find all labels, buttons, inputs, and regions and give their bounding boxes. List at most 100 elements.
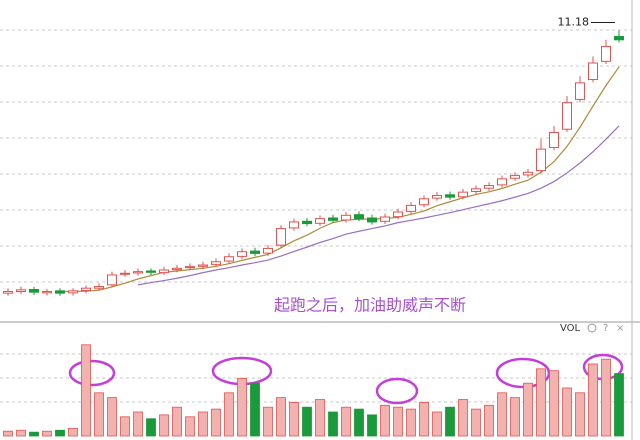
candle-body — [237, 251, 247, 257]
volume-bar — [81, 344, 91, 437]
volume-bar — [315, 399, 325, 437]
candle-body — [29, 289, 39, 293]
volume-bar — [471, 408, 481, 437]
candle-body — [445, 194, 455, 198]
volume-bar — [367, 414, 377, 437]
candle-body — [146, 270, 156, 273]
candle-body — [549, 132, 559, 148]
volume-bar — [94, 392, 104, 437]
volume-bar — [562, 387, 572, 437]
candle-body — [354, 214, 364, 220]
candle-body — [536, 148, 546, 172]
candle-body — [614, 35, 624, 41]
volume-bar — [406, 408, 416, 437]
candle-body — [302, 220, 312, 225]
volume-bar — [523, 382, 533, 437]
close-icon[interactable]: × — [616, 323, 624, 334]
candle-body — [3, 291, 13, 294]
candle-body — [107, 274, 117, 286]
candle-body — [562, 102, 572, 130]
candle-body — [315, 218, 325, 224]
candle-body — [263, 247, 273, 254]
volume-bar — [3, 430, 13, 437]
moving-average-line — [60, 66, 620, 293]
candle-body — [471, 188, 481, 192]
moving-average-line — [137, 125, 620, 286]
volume-bar — [250, 382, 260, 437]
volume-bar — [575, 392, 585, 437]
volume-bar — [614, 373, 624, 437]
candle-body — [276, 228, 286, 246]
volume-bar — [276, 397, 286, 437]
candle-body — [211, 261, 221, 265]
candle-body — [81, 287, 91, 292]
settings-icon[interactable] — [587, 323, 597, 333]
candle-body — [198, 264, 208, 267]
highlight-ellipse — [68, 359, 116, 387]
candle-body — [159, 269, 169, 274]
volume-label: VOL — [560, 323, 581, 334]
volume-bar — [146, 418, 156, 437]
candle-body — [224, 256, 234, 262]
candle-body — [42, 291, 52, 294]
volume-bar — [211, 408, 221, 437]
volume-bar — [484, 404, 494, 437]
volume-bar — [458, 399, 468, 437]
help-icon[interactable]: ? — [603, 323, 608, 334]
candle-body — [588, 62, 598, 81]
volume-bar — [393, 406, 403, 437]
volume-bar — [510, 397, 520, 437]
volume-bar — [419, 401, 429, 437]
candle-body — [523, 171, 533, 176]
volume-bar — [497, 392, 507, 437]
volume-bar — [159, 414, 169, 437]
volume-bar — [107, 397, 117, 437]
candle-body — [393, 211, 403, 218]
candle-body — [185, 266, 195, 269]
volume-bar — [68, 427, 78, 437]
candle-body — [367, 217, 377, 223]
candle-body — [55, 290, 65, 294]
candle-body — [497, 178, 507, 186]
candle-body — [133, 271, 143, 274]
candle-body — [510, 175, 520, 179]
candle-body — [458, 191, 468, 198]
candle-body — [172, 267, 182, 271]
volume-bar — [16, 429, 26, 437]
highlight-ellipse — [375, 377, 419, 405]
volume-bar — [341, 406, 351, 437]
volume-bar — [133, 411, 143, 437]
volume-bar — [289, 401, 299, 437]
candle-body — [68, 290, 78, 294]
highlight-ellipse — [495, 357, 551, 389]
high-price-label: 11.18 — [558, 16, 590, 29]
candle-body — [289, 221, 299, 229]
volume-bar — [55, 429, 65, 437]
volume-bar — [380, 404, 390, 437]
candle-body — [380, 216, 390, 222]
volume-bar — [432, 411, 442, 437]
candle-body — [328, 217, 338, 221]
candle-body — [601, 45, 611, 62]
volume-bar — [185, 416, 195, 437]
candle-body — [250, 250, 260, 254]
candle-body — [484, 185, 494, 189]
volume-bar — [120, 416, 130, 437]
volume-bar — [302, 406, 312, 437]
candle-body — [341, 214, 351, 221]
volume-bar — [42, 430, 52, 437]
candle-body — [432, 194, 442, 199]
volume-bar — [549, 370, 559, 437]
volume-bar — [172, 406, 182, 437]
volume-bar — [536, 368, 546, 437]
annotation: 起跑之后，加油助威声不断 — [274, 296, 466, 315]
volume-bar — [588, 363, 598, 437]
candle-body — [406, 204, 416, 212]
volume-bar — [601, 358, 611, 437]
grid — [0, 29, 632, 403]
volume-bar — [198, 411, 208, 437]
volume-bar — [224, 392, 234, 437]
volume-bar — [29, 431, 39, 437]
candle-body — [120, 272, 130, 275]
